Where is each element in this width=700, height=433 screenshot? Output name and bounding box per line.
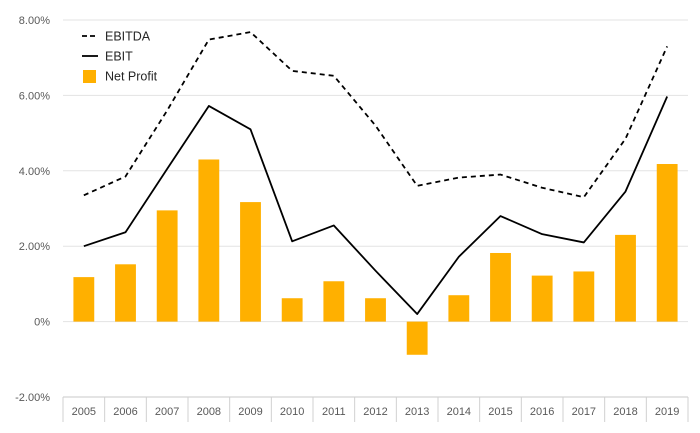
legend-label: EBIT [105,50,133,64]
net-profit-bar [198,159,220,322]
net-profit-bar [531,275,553,322]
net-profit-bar [656,164,678,322]
x-tick-label: 2008 [197,406,221,418]
x-tick-label: 2019 [655,406,679,418]
ebitda-line [83,31,668,199]
x-tick-label: 2017 [572,406,596,418]
net-profit-bar [240,202,261,322]
x-tick-label: 2015 [488,406,512,418]
legend-swatch-net-profit [83,70,96,83]
legend: EBITDA EBIT Net Profit [82,30,158,84]
net-profit-bar [490,252,511,322]
net-profit-bar [406,321,428,355]
net-profit-bar [73,277,95,322]
ebit-line [83,96,668,315]
x-tick-label: 2009 [238,406,262,418]
x-tick-label: 2005 [72,406,96,418]
x-tick-label: 2007 [155,406,179,418]
legend-label: Net Profit [105,70,158,84]
x-tick-label: 2012 [363,406,387,418]
series-lines [83,31,668,315]
x-tick-label: 2010 [280,406,304,418]
x-tick-label: 2011 [322,406,346,418]
y-tick-labels: -2.00% 0% 2.00% 4.00% 6.00% 8.00% [15,15,50,404]
x-tick-label: 2016 [530,406,554,418]
y-tick-label: -2.00% [15,392,50,404]
x-tick-label: 2013 [405,406,429,418]
net-profit-bars [73,159,678,355]
y-tick-label: 2.00% [19,241,50,253]
net-profit-bar [365,298,386,322]
net-profit-bar [115,264,136,322]
y-tick-label: 8.00% [19,15,50,27]
legend-label: EBITDA [105,30,151,44]
x-tick-label: 2006 [113,406,137,418]
x-tick-label: 2014 [447,406,471,418]
x-tick-labels: 2005 2006 2007 2008 2009 2010 2011 2012 2013 2014… [72,406,680,418]
y-tick-label: 0% [34,317,50,329]
y-tick-label: 6.00% [19,90,50,102]
net-profit-bar [615,234,636,322]
net-profit-bar [573,271,595,322]
net-profit-bar [156,210,178,322]
net-profit-bar [448,295,470,322]
y-tick-label: 4.00% [19,166,50,178]
x-tick-label: 2018 [613,406,637,418]
axes [62,396,689,422]
net-profit-bar [323,281,345,322]
net-profit-bar [281,298,303,322]
